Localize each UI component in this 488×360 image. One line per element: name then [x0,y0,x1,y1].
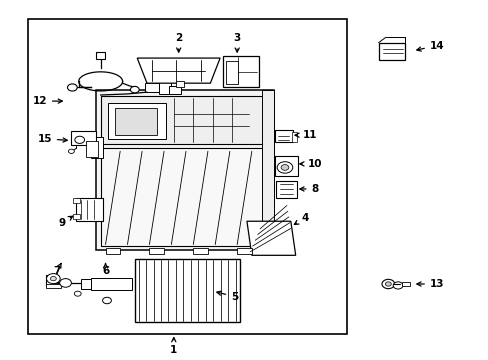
Bar [168,86,181,94]
Text: 6: 6 [102,264,109,276]
Bar [108,103,166,139]
Bar [401,282,409,286]
Bar [225,60,238,84]
Text: 7: 7 [53,264,61,276]
Bar [135,259,239,321]
Bar [27,19,346,334]
Text: 10: 10 [299,159,322,169]
Bar [73,214,80,220]
Text: 3: 3 [233,33,240,52]
Bar [149,248,163,253]
Bar [274,156,298,176]
Bar [46,284,61,288]
Circle shape [74,291,81,296]
Bar [193,248,207,253]
Bar [91,278,132,291]
Circle shape [60,279,71,287]
Bar [274,130,293,142]
Text: 9: 9 [58,216,73,228]
Bar [292,132,297,141]
Bar [86,280,132,288]
Bar [96,52,105,59]
Text: 15: 15 [37,134,67,144]
Polygon shape [137,58,220,83]
Circle shape [75,136,84,143]
Text: 5: 5 [216,291,238,302]
Circle shape [68,149,74,153]
Polygon shape [246,221,295,255]
Circle shape [277,162,292,173]
Bar [105,248,120,253]
Bar [101,148,268,246]
Circle shape [281,165,288,170]
Text: 12: 12 [32,96,62,106]
Bar [86,140,98,157]
Circle shape [392,282,402,289]
Bar [144,83,163,92]
Text: 11: 11 [294,130,317,140]
Circle shape [50,276,56,281]
Bar [71,131,96,145]
Text: 14: 14 [416,41,444,51]
Circle shape [102,297,111,304]
Bar [96,90,273,250]
Text: 1: 1 [170,338,177,355]
Bar [276,181,296,198]
Text: 13: 13 [416,279,444,289]
Bar [378,42,405,60]
Bar [261,90,273,234]
Bar [46,275,58,286]
Bar [237,248,251,253]
Bar [73,198,80,203]
Text: 8: 8 [299,184,318,194]
Text: 2: 2 [175,33,182,52]
Circle shape [46,274,60,284]
Bar [115,108,157,135]
Bar [101,96,268,144]
Bar [76,198,103,221]
Bar [222,56,259,87]
Circle shape [67,84,77,91]
Bar [91,137,103,158]
Bar [81,279,91,289]
Bar [176,81,183,87]
Bar [159,81,171,94]
Circle shape [381,279,394,289]
Circle shape [130,86,139,93]
Text: 4: 4 [294,213,308,224]
Circle shape [385,282,390,286]
